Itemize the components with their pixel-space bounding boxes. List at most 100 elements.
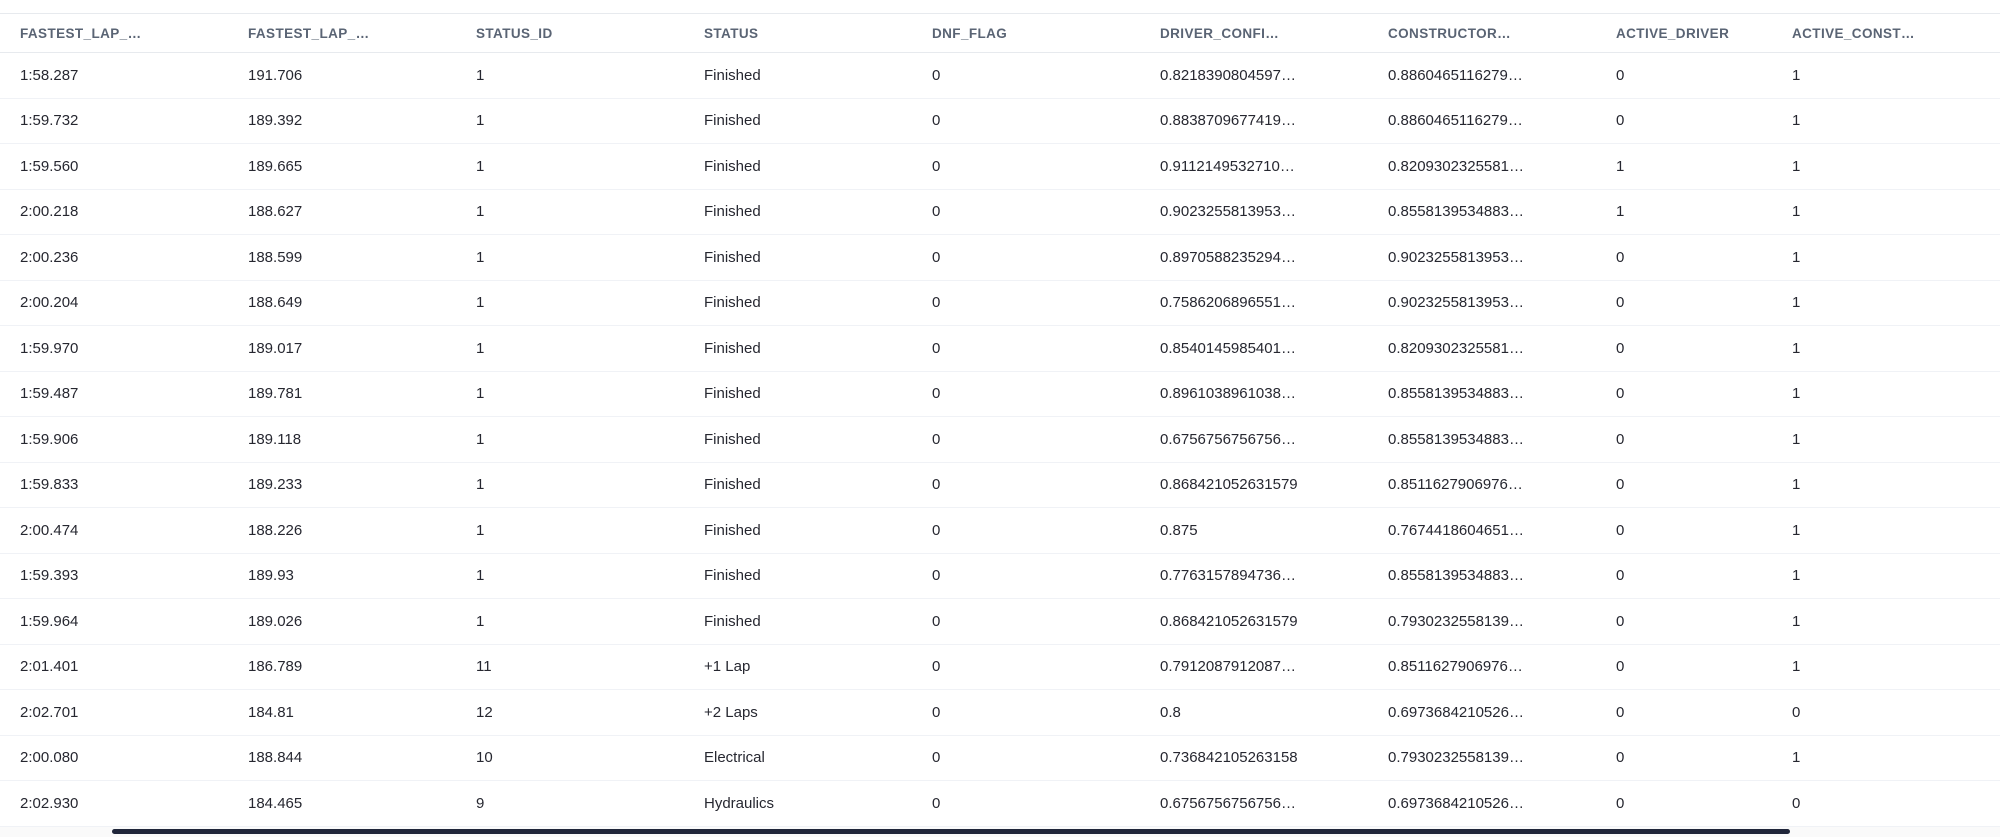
table-cell[interactable]: 2:00.236	[0, 234, 228, 281]
table-cell[interactable]: 0.7930232558139…	[1368, 598, 1596, 645]
table-cell[interactable]: 0	[912, 52, 1140, 99]
table-cell[interactable]: 189.93	[228, 553, 456, 599]
table-cell[interactable]: 0	[1596, 598, 1772, 645]
table-cell[interactable]: 1	[1772, 234, 2000, 281]
table-cell[interactable]: 189.781	[228, 371, 456, 417]
table-cell[interactable]: 11	[456, 644, 684, 690]
table-cell[interactable]: Finished	[684, 462, 912, 508]
table-cell[interactable]: 1	[1772, 143, 2000, 190]
table-cell[interactable]: 1	[1772, 98, 2000, 144]
table-cell[interactable]: 0.8558139534883…	[1368, 189, 1596, 235]
table-cell[interactable]: 0.6756756756756…	[1140, 780, 1368, 827]
table-cell[interactable]: 1	[1596, 143, 1772, 190]
table-cell[interactable]: 0	[1596, 462, 1772, 508]
table-cell[interactable]: 1	[1596, 189, 1772, 235]
table-cell[interactable]: 0.7674418604651…	[1368, 507, 1596, 554]
table-cell[interactable]: 188.844	[228, 735, 456, 781]
table-cell[interactable]: 0.8540145985401…	[1140, 325, 1368, 372]
table-cell[interactable]: 0.8558139534883…	[1368, 553, 1596, 599]
table-cell[interactable]: 2:00.474	[0, 507, 228, 554]
table-cell[interactable]: 0.9023255813953…	[1140, 189, 1368, 235]
table-cell[interactable]: 1	[1772, 598, 2000, 645]
table-cell[interactable]: 0.9112149532710…	[1140, 143, 1368, 190]
column-header[interactable]: DRIVER_CONFI…	[1140, 13, 1368, 53]
table-cell[interactable]: 0	[1596, 52, 1772, 99]
table-cell[interactable]: 0	[912, 462, 1140, 508]
table-cell[interactable]: 0.8860465116279…	[1368, 52, 1596, 99]
table-cell[interactable]: 0	[1596, 371, 1772, 417]
table-cell[interactable]: 0	[1596, 689, 1772, 736]
table-cell[interactable]: 189.233	[228, 462, 456, 508]
table-cell[interactable]: 0.8209302325581…	[1368, 143, 1596, 190]
table-cell[interactable]: 0	[912, 325, 1140, 372]
table-cell[interactable]: 188.599	[228, 234, 456, 281]
table-cell[interactable]: 0	[912, 644, 1140, 690]
table-cell[interactable]: 0	[912, 371, 1140, 417]
table-cell[interactable]: 189.017	[228, 325, 456, 372]
table-cell[interactable]: 1	[456, 553, 684, 599]
table-cell[interactable]: 1	[456, 52, 684, 99]
table-cell[interactable]: 0.8511627906976…	[1368, 644, 1596, 690]
table-cell[interactable]: 186.789	[228, 644, 456, 690]
table-cell[interactable]: 1:59.964	[0, 598, 228, 645]
table-cell[interactable]: 2:02.930	[0, 780, 228, 827]
table-cell[interactable]: 2:01.401	[0, 644, 228, 690]
table-cell[interactable]: 0.8558139534883…	[1368, 371, 1596, 417]
table-cell[interactable]: 0.7912087912087…	[1140, 644, 1368, 690]
table-cell[interactable]: 1	[1772, 553, 2000, 599]
table-cell[interactable]: 0	[912, 735, 1140, 781]
table-cell[interactable]: 1	[456, 371, 684, 417]
table-cell[interactable]: 0.6756756756756…	[1140, 416, 1368, 463]
table-cell[interactable]: 0	[1596, 325, 1772, 372]
table-cell[interactable]: 1	[456, 462, 684, 508]
column-header[interactable]: STATUS	[684, 13, 912, 53]
table-cell[interactable]: 189.118	[228, 416, 456, 463]
table-cell[interactable]: 0.9023255813953…	[1368, 234, 1596, 281]
table-cell[interactable]: 0	[912, 189, 1140, 235]
table-cell[interactable]: 189.026	[228, 598, 456, 645]
table-cell[interactable]: 0.8961038961038…	[1140, 371, 1368, 417]
table-cell[interactable]: 0	[1596, 780, 1772, 827]
table-cell[interactable]: 1:59.560	[0, 143, 228, 190]
table-cell[interactable]: 0.8511627906976…	[1368, 462, 1596, 508]
table-cell[interactable]: Finished	[684, 143, 912, 190]
table-cell[interactable]: Finished	[684, 598, 912, 645]
table-cell[interactable]: +1 Lap	[684, 644, 912, 690]
table-cell[interactable]: 0.7763157894736…	[1140, 553, 1368, 599]
table-cell[interactable]: 0.868421052631579	[1140, 462, 1368, 508]
table-cell[interactable]: 0.8209302325581…	[1368, 325, 1596, 372]
table-cell[interactable]: 189.392	[228, 98, 456, 144]
table-cell[interactable]: 0	[1596, 98, 1772, 144]
table-cell[interactable]: 0.8860465116279…	[1368, 98, 1596, 144]
table-cell[interactable]: 1	[456, 280, 684, 326]
table-cell[interactable]: 0	[1596, 507, 1772, 554]
column-header[interactable]: DNF_FLAG	[912, 13, 1140, 53]
table-cell[interactable]: 1	[1772, 462, 2000, 508]
table-cell[interactable]: Hydraulics	[684, 780, 912, 827]
table-cell[interactable]: 1	[456, 598, 684, 645]
table-cell[interactable]: 0	[1596, 280, 1772, 326]
table-cell[interactable]: 1	[1772, 325, 2000, 372]
table-cell[interactable]: 1	[1772, 280, 2000, 326]
table-cell[interactable]: 0.7930232558139…	[1368, 735, 1596, 781]
horizontal-scrollbar-thumb[interactable]	[112, 828, 1790, 834]
table-cell[interactable]: 1	[1772, 189, 2000, 235]
table-cell[interactable]: 0.9023255813953…	[1368, 280, 1596, 326]
table-cell[interactable]: Finished	[684, 189, 912, 235]
table-cell[interactable]: Finished	[684, 325, 912, 372]
column-header[interactable]: ACTIVE_CONST…	[1772, 13, 2000, 53]
table-cell[interactable]: 10	[456, 735, 684, 781]
table-cell[interactable]: 1:58.287	[0, 52, 228, 99]
table-cell[interactable]: 0	[912, 507, 1140, 554]
table-cell[interactable]: Finished	[684, 98, 912, 144]
table-cell[interactable]: 0.8838709677419…	[1140, 98, 1368, 144]
column-header[interactable]: STATUS_ID	[456, 13, 684, 53]
table-cell[interactable]: 0	[1596, 644, 1772, 690]
table-cell[interactable]: +2 Laps	[684, 689, 912, 736]
table-cell[interactable]: 1:59.906	[0, 416, 228, 463]
table-cell[interactable]: 0.7586206896551…	[1140, 280, 1368, 326]
table-cell[interactable]: Electrical	[684, 735, 912, 781]
table-cell[interactable]: 1	[456, 234, 684, 281]
table-cell[interactable]: 0	[912, 98, 1140, 144]
column-header[interactable]: FASTEST_LAP_…	[0, 13, 228, 53]
